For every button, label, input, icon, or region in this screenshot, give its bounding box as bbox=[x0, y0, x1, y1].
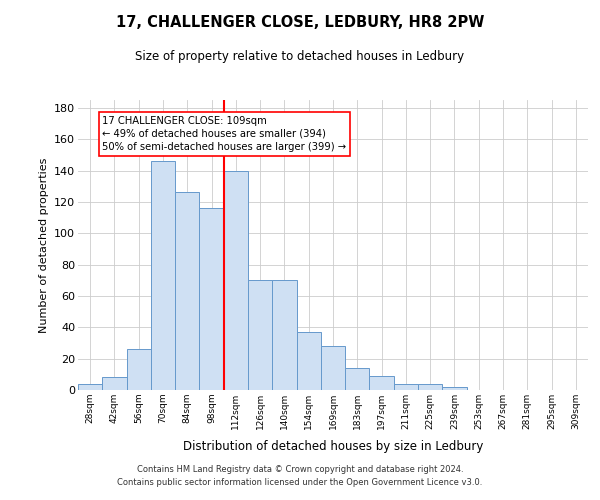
Bar bbox=[296, 332, 321, 390]
Bar bbox=[248, 280, 272, 390]
Bar bbox=[151, 161, 175, 390]
Bar bbox=[321, 346, 345, 390]
Y-axis label: Number of detached properties: Number of detached properties bbox=[38, 158, 49, 332]
Bar bbox=[370, 376, 394, 390]
Text: Contains public sector information licensed under the Open Government Licence v3: Contains public sector information licen… bbox=[118, 478, 482, 487]
Bar bbox=[175, 192, 199, 390]
Text: 17 CHALLENGER CLOSE: 109sqm
← 49% of detached houses are smaller (394)
50% of se: 17 CHALLENGER CLOSE: 109sqm ← 49% of det… bbox=[102, 116, 346, 152]
Bar bbox=[418, 384, 442, 390]
Bar bbox=[78, 384, 102, 390]
Text: Contains HM Land Registry data © Crown copyright and database right 2024.: Contains HM Land Registry data © Crown c… bbox=[137, 466, 463, 474]
Text: 17, CHALLENGER CLOSE, LEDBURY, HR8 2PW: 17, CHALLENGER CLOSE, LEDBURY, HR8 2PW bbox=[116, 15, 484, 30]
Bar bbox=[272, 280, 296, 390]
Bar bbox=[442, 387, 467, 390]
Text: Size of property relative to detached houses in Ledbury: Size of property relative to detached ho… bbox=[136, 50, 464, 63]
Bar bbox=[102, 378, 127, 390]
X-axis label: Distribution of detached houses by size in Ledbury: Distribution of detached houses by size … bbox=[183, 440, 483, 454]
Bar bbox=[127, 349, 151, 390]
Bar bbox=[224, 170, 248, 390]
Bar bbox=[345, 368, 370, 390]
Bar bbox=[199, 208, 224, 390]
Bar bbox=[394, 384, 418, 390]
